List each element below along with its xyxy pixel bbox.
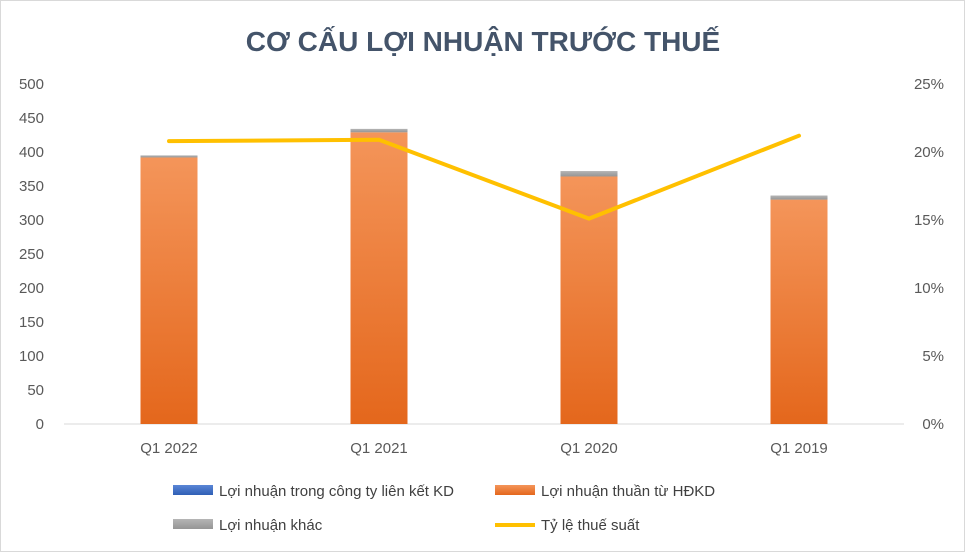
- right-axis-tick-label: 10%: [914, 280, 944, 297]
- left-axis-tick-label: 300: [19, 212, 44, 229]
- left-axis-tick-label: 450: [19, 110, 44, 127]
- legend-label: Lợi nhuận khác: [219, 517, 323, 534]
- legend: Lợi nhuận trong công ty liên kết KD Lợi n…: [173, 483, 715, 534]
- left-axis-tick-label: 350: [19, 178, 44, 195]
- right-axis-tick-label: 0%: [922, 416, 944, 433]
- legend-label: Lợi nhuận thuần từ HĐKD: [541, 483, 715, 500]
- legend-swatch: [173, 485, 213, 495]
- bar-segment: [560, 171, 618, 177]
- legend-swatch: [495, 485, 535, 495]
- x-axis-tick-label: Q1 2019: [770, 440, 828, 457]
- chart-title: CƠ CẤU LỢI NHUẬN TRƯỚC THUẾ: [246, 26, 720, 57]
- right-axis-tick-label: 5%: [922, 348, 944, 365]
- bar-segment: [350, 128, 408, 133]
- plot-area: 0 50 100 150 200 250 300 350 400 450 500 0% 5% 10% 15%…: [19, 76, 944, 457]
- left-axis-tick-label: 500: [19, 76, 44, 93]
- bar-segment: [770, 199, 828, 424]
- legend-swatch: [173, 519, 213, 529]
- bar-segment: [140, 157, 198, 424]
- x-axis-tick-label: Q1 2022: [140, 440, 198, 457]
- right-axis-tick-label: 15%: [914, 212, 944, 229]
- left-axis-tick-label: 100: [19, 348, 44, 365]
- left-axis-tick-label: 400: [19, 144, 44, 161]
- left-axis-tick-label: 0: [36, 416, 44, 433]
- bar-segment: [560, 176, 618, 424]
- bar-segment: [140, 155, 198, 158]
- bar-segment: [350, 132, 408, 424]
- line-series: [167, 133, 801, 221]
- right-axis-tick-label: 25%: [914, 76, 944, 93]
- legend-label: Tỷ lệ thuế suất: [541, 517, 640, 534]
- left-axis-tick-label: 250: [19, 246, 44, 263]
- left-axis-tick-label: 200: [19, 280, 44, 297]
- legend-label: Lợi nhuận trong công ty liên kết KD: [219, 483, 454, 500]
- bar-segment: [770, 195, 828, 200]
- left-axis-tick-label: 50: [27, 382, 44, 399]
- left-axis-tick-label: 150: [19, 314, 44, 331]
- x-axis-tick-label: Q1 2021: [350, 440, 408, 457]
- x-axis-tick-label: Q1 2020: [560, 440, 618, 457]
- right-axis-tick-label: 20%: [914, 144, 944, 161]
